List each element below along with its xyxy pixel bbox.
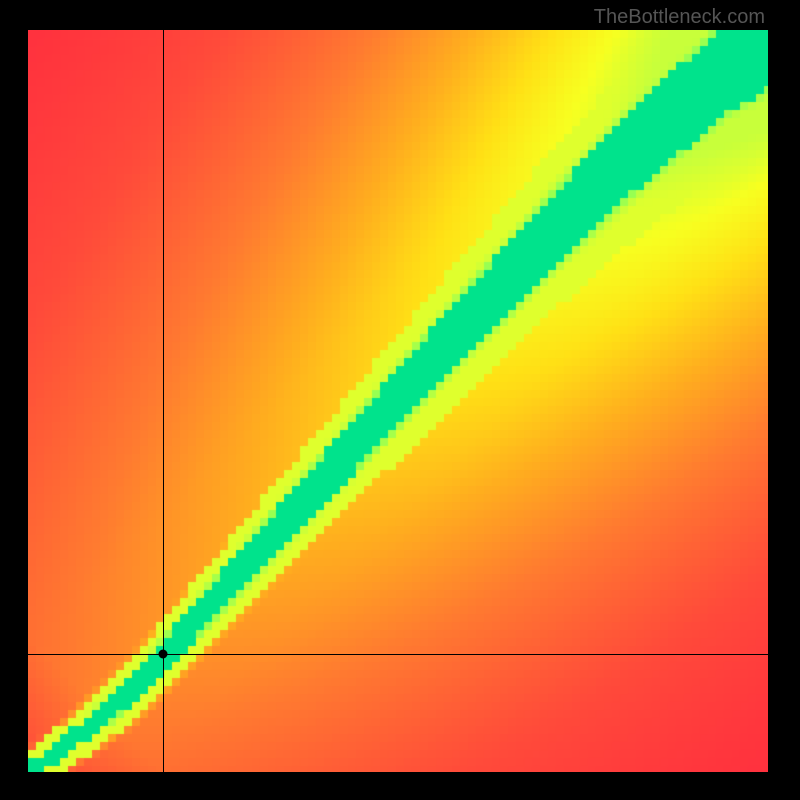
crosshair-horizontal (28, 654, 768, 655)
heatmap-canvas (28, 30, 768, 772)
crosshair-vertical (163, 30, 164, 772)
watermark-text: TheBottleneck.com (594, 6, 765, 29)
bottleneck-heatmap (28, 30, 768, 772)
crosshair-marker (158, 650, 167, 659)
